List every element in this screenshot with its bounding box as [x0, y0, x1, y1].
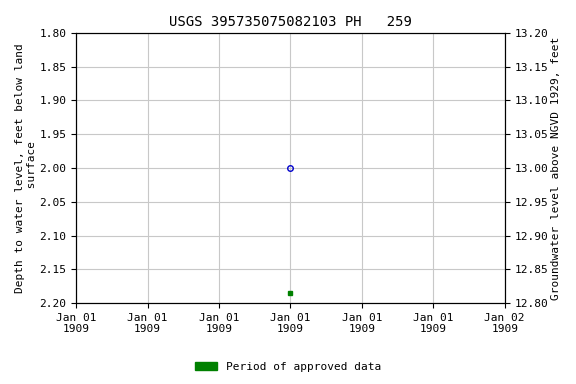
Y-axis label: Depth to water level, feet below land
 surface: Depth to water level, feet below land su… — [15, 43, 37, 293]
Y-axis label: Groundwater level above NGVD 1929, feet: Groundwater level above NGVD 1929, feet — [551, 36, 561, 300]
Legend: Period of approved data: Period of approved data — [191, 358, 385, 377]
Title: USGS 395735075082103 PH   259: USGS 395735075082103 PH 259 — [169, 15, 412, 29]
